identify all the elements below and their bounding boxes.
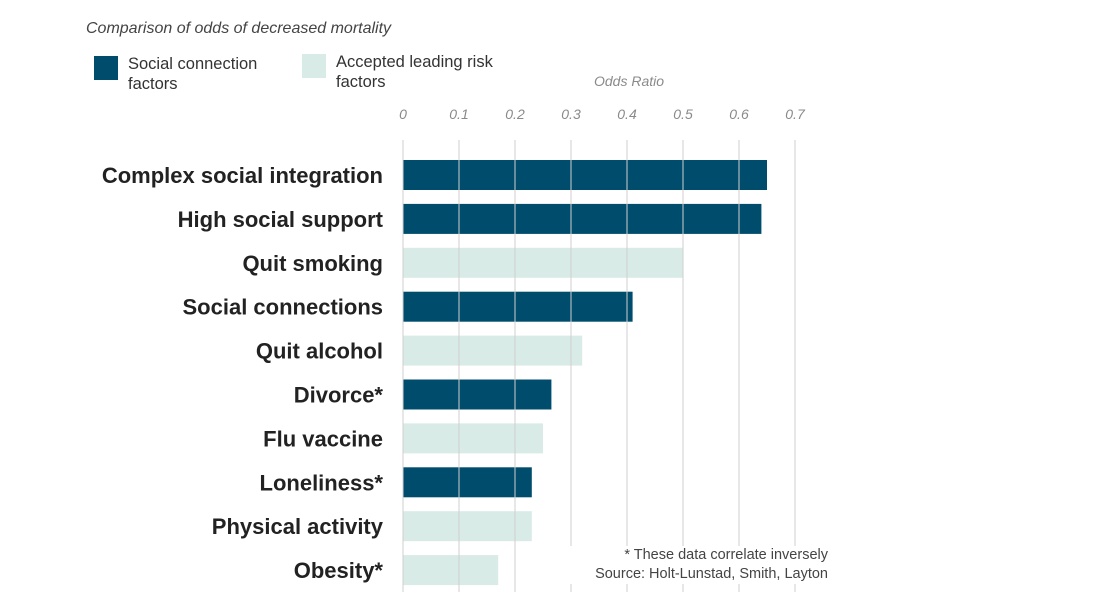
legend-swatch-social xyxy=(94,56,118,80)
bar-risk xyxy=(403,247,683,278)
bar-social xyxy=(403,160,767,190)
bar-social xyxy=(403,467,532,498)
x-tick-label: 0.7 xyxy=(785,106,806,122)
x-tick-label: 0.1 xyxy=(449,106,468,122)
category-label: Physical activity xyxy=(212,514,384,539)
category-label: Quit alcohol xyxy=(256,339,383,364)
x-axis-title: Odds Ratio xyxy=(594,73,665,89)
legend-item-risk: Accepted leading risk factors xyxy=(302,52,496,92)
category-label: Complex social integration xyxy=(102,163,383,188)
category-label: Obesity* xyxy=(294,558,384,583)
legend-item-social: Social connection factors xyxy=(94,54,288,94)
source-text: Source: Holt-Lunstad, Smith, Layton xyxy=(595,566,828,582)
x-tick-label: 0 xyxy=(399,106,407,122)
category-label: Flu vaccine xyxy=(263,426,383,451)
category-label: Social connections xyxy=(183,295,384,320)
bar-social xyxy=(403,379,552,410)
x-tick-label: 0.5 xyxy=(673,106,693,122)
bar-social xyxy=(403,291,633,322)
x-tick-label: 0.3 xyxy=(561,106,581,122)
bar-risk xyxy=(403,555,499,586)
chart-note: * These data correlate inversely Source:… xyxy=(560,546,828,584)
bar-risk xyxy=(403,335,583,366)
category-label: Loneliness* xyxy=(260,470,384,495)
bar-risk xyxy=(403,511,532,542)
category-label: Quit smoking xyxy=(242,251,383,276)
legend-swatch-risk xyxy=(302,54,326,78)
chart-title: Comparison of odds of decreased mortalit… xyxy=(86,20,392,37)
legend-label-risk: Accepted leading risk factors xyxy=(336,53,493,91)
x-tick-label: 0.2 xyxy=(505,106,525,122)
footnote: * These data correlate inversely xyxy=(624,547,828,563)
bar-social xyxy=(403,203,762,234)
category-label: High social support xyxy=(178,207,384,232)
legend-label-social: Social connection factors xyxy=(128,55,258,93)
category-label: Divorce* xyxy=(294,383,384,408)
bar-risk xyxy=(403,423,543,454)
x-tick-label: 0.4 xyxy=(617,106,637,122)
x-tick-label: 0.6 xyxy=(729,106,749,122)
